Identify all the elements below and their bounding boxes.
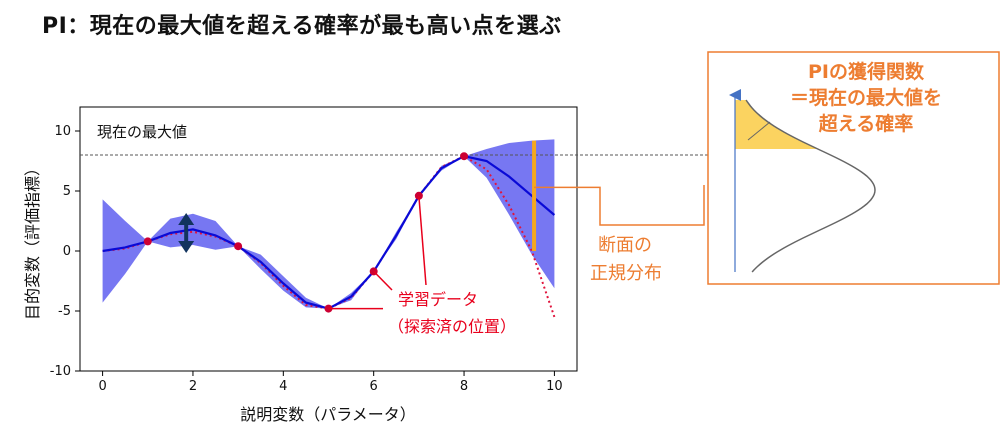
callout-line-orange [534,185,705,226]
y-tick-label: 10 [54,124,71,139]
x-tick-label: 2 [189,379,197,394]
x-tick-label: 0 [98,379,106,394]
inset-panel: PIの獲得関数 ＝現在の最大値を 超える確率 [707,51,1000,285]
data-label-line2: （探索済の位置） [388,317,516,336]
inset-normal-curve [745,99,876,273]
observation-point [143,237,152,246]
data-label-line1: 学習データ [398,290,478,309]
inset-title-line1: PIの獲得関数 [808,60,925,83]
inset-title-line2: ＝現在の最大値を [790,86,942,109]
uncertainty-arrow [178,213,195,253]
y-tick-label: 0 [63,244,71,259]
y-tick-label: -5 [58,304,71,319]
true-function-line [102,155,556,318]
axes-frame [79,106,578,372]
y-tick-label: 5 [63,184,71,199]
y-ticks: -10 -5 0 5 10 [50,124,80,379]
arrow-head-down [178,241,195,253]
observation-point [460,152,469,161]
x-axis-label: 説明変数（パラメータ） [240,405,416,424]
observation-point [234,242,243,251]
slide-title: PI：現在の最大値を超える確率が最も高い点を選ぶ [42,14,562,39]
annotation-lines [328,185,705,310]
y-axis-label: 目的変数（評価指標） [23,160,42,320]
callout-line [373,270,393,291]
inset-pointer [747,121,771,141]
x-tick-label: 4 [279,379,287,394]
arrow-head-up [178,213,195,225]
y-tick-label: -10 [50,364,71,379]
x-ticks: 0 2 4 6 8 10 [98,371,563,394]
gp-confidence-band [102,139,555,309]
x-tick-label: 6 [370,379,378,394]
inset-title-line3: 超える確率 [818,112,913,135]
observation-points [143,152,469,313]
x-tick-label: 8 [460,379,468,394]
dist-label-line1: 断面の [598,235,652,256]
dist-label-line2: 正規分布 [590,263,662,284]
inset-frame [707,51,1000,285]
gp-mean-line [102,155,556,310]
callout-line [418,195,427,286]
x-tick-label: 10 [546,379,563,394]
current-max-label: 現在の最大値 [97,123,187,141]
